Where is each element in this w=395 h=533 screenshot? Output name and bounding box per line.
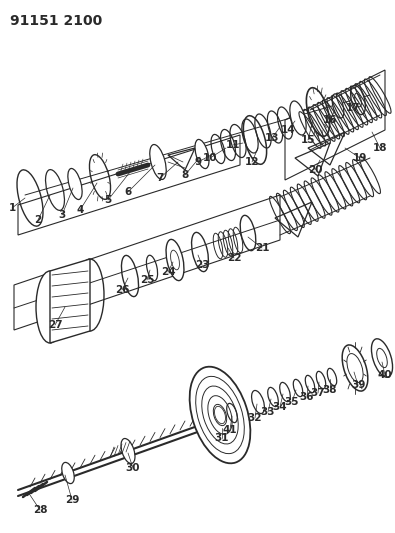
Text: 7: 7	[156, 173, 164, 183]
Text: 2: 2	[34, 215, 41, 225]
Text: 39: 39	[351, 380, 365, 390]
Text: 38: 38	[323, 385, 337, 395]
Ellipse shape	[280, 382, 290, 401]
Text: 22: 22	[227, 253, 241, 263]
Text: 27: 27	[48, 320, 62, 330]
Text: 25: 25	[140, 275, 154, 285]
Text: 20: 20	[308, 165, 322, 175]
Text: 26: 26	[115, 285, 129, 295]
Ellipse shape	[316, 372, 326, 389]
Text: 10: 10	[203, 153, 217, 163]
Ellipse shape	[68, 168, 82, 199]
Text: 40: 40	[378, 370, 392, 380]
Text: 37: 37	[311, 388, 325, 398]
Text: 5: 5	[104, 195, 112, 205]
Ellipse shape	[150, 144, 166, 180]
Text: 4: 4	[76, 205, 84, 215]
Text: 23: 23	[195, 260, 209, 270]
Text: 34: 34	[273, 402, 287, 412]
Text: 6: 6	[124, 187, 132, 197]
Text: 31: 31	[215, 433, 229, 443]
Text: 15: 15	[301, 135, 315, 145]
Text: 3: 3	[58, 210, 66, 220]
Ellipse shape	[190, 367, 250, 463]
Ellipse shape	[351, 85, 365, 115]
Text: 18: 18	[373, 143, 387, 153]
Text: 9: 9	[194, 157, 201, 167]
Ellipse shape	[62, 463, 74, 483]
Text: 8: 8	[181, 170, 189, 180]
Ellipse shape	[371, 339, 393, 377]
Text: 24: 24	[161, 267, 175, 277]
Text: 32: 32	[248, 413, 262, 423]
Text: 12: 12	[245, 157, 259, 167]
Ellipse shape	[36, 271, 64, 343]
Text: 16: 16	[323, 115, 337, 125]
Text: 35: 35	[285, 397, 299, 407]
Text: 33: 33	[261, 407, 275, 417]
Text: 17: 17	[346, 103, 360, 113]
Text: 28: 28	[33, 505, 47, 515]
Text: 13: 13	[265, 133, 279, 143]
Text: 30: 30	[126, 463, 140, 473]
Ellipse shape	[332, 94, 344, 118]
Text: 19: 19	[353, 153, 367, 163]
Ellipse shape	[195, 140, 209, 168]
Ellipse shape	[355, 93, 361, 107]
Text: 91151 2100: 91151 2100	[10, 14, 102, 28]
Ellipse shape	[290, 101, 306, 135]
Text: 11: 11	[226, 140, 240, 150]
Text: 14: 14	[281, 125, 295, 135]
Text: 41: 41	[223, 425, 237, 435]
Ellipse shape	[121, 439, 135, 464]
Polygon shape	[50, 259, 90, 343]
Text: 36: 36	[300, 392, 314, 402]
Ellipse shape	[252, 391, 264, 414]
Text: 1: 1	[8, 203, 16, 213]
Text: 29: 29	[65, 495, 79, 505]
Ellipse shape	[166, 239, 184, 280]
Text: 21: 21	[255, 243, 269, 253]
